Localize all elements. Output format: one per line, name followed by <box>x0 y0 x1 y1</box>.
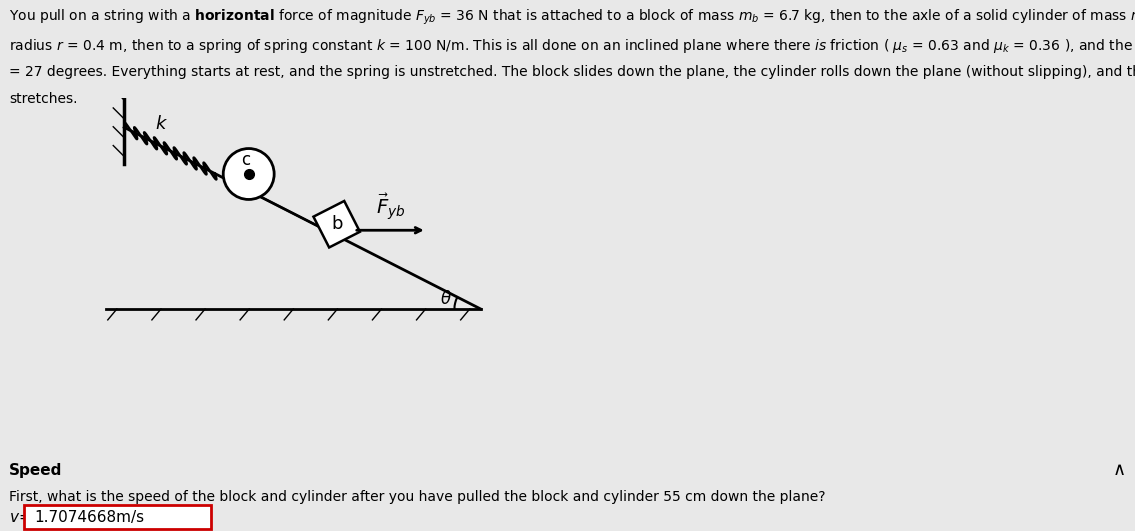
Text: ∧: ∧ <box>1112 461 1126 479</box>
Text: First, what is the speed of the block and cylinder after you have pulled the blo: First, what is the speed of the block an… <box>9 490 825 504</box>
Text: b: b <box>331 215 343 233</box>
Text: c: c <box>242 151 251 169</box>
Polygon shape <box>313 201 360 247</box>
Text: $k$: $k$ <box>155 115 168 133</box>
Text: stretches.: stretches. <box>9 92 77 106</box>
Text: 1.7074668m/s: 1.7074668m/s <box>34 510 144 525</box>
FancyBboxPatch shape <box>24 505 211 529</box>
Circle shape <box>224 149 275 200</box>
Text: $v$=: $v$= <box>9 510 32 525</box>
Text: = 27 degrees. Everything starts at rest, and the spring is unstretched. The bloc: = 27 degrees. Everything starts at rest,… <box>9 65 1135 79</box>
Text: You pull on a string with a $\mathbf{horizontal}$ force of magnitude $\mathit{F}: You pull on a string with a $\mathbf{hor… <box>9 8 1135 27</box>
Text: Speed: Speed <box>9 463 62 478</box>
Text: $\theta$: $\theta$ <box>440 289 452 307</box>
Text: $\vec{F}_{yb}$: $\vec{F}_{yb}$ <box>376 192 405 222</box>
Text: radius $\mathit{r}$ = 0.4 m, then to a spring of spring constant $\mathit{k}$ = : radius $\mathit{r}$ = 0.4 m, then to a s… <box>9 37 1135 55</box>
